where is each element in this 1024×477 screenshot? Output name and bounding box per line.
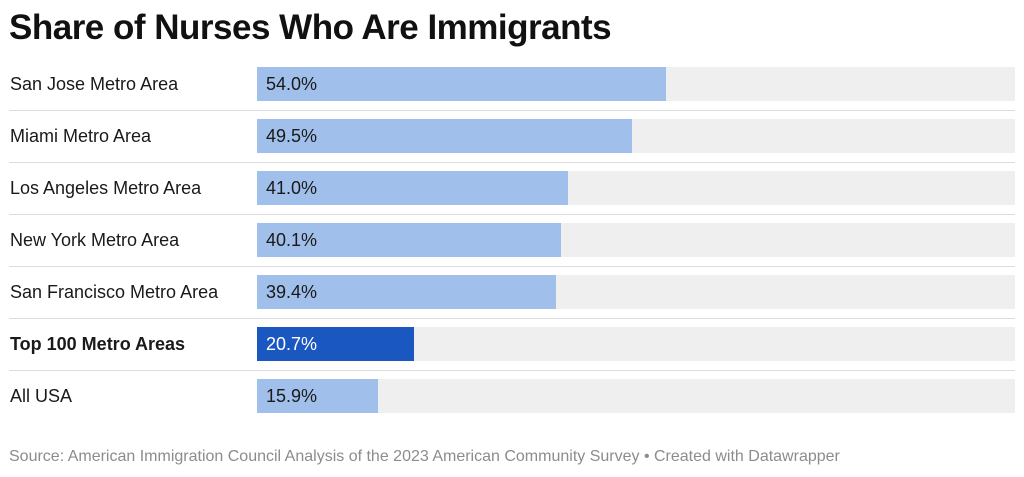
value-label: 39.4% [266,282,318,302]
bar [257,275,556,309]
category-label: Miami Metro Area [10,126,152,146]
value-label: 15.9% [266,386,318,406]
bar-track: 54.0% [257,67,1015,101]
bar-track: 41.0% [257,171,1015,205]
bar [257,119,633,153]
value-label: 40.1% [266,230,318,250]
category-label: New York Metro Area [10,230,180,250]
row-divider [9,110,1015,111]
value-label: 20.7% [266,334,318,354]
bar [257,67,667,101]
row-divider [9,318,1015,319]
row-divider [9,370,1015,371]
chart-title: Share of Nurses Who Are Immigrants [9,8,612,47]
bar-track: 40.1% [257,223,1015,257]
category-label: San Jose Metro Area [10,74,179,94]
bar-track: 15.9% [257,379,1015,413]
bar [257,327,414,361]
category-label: Los Angeles Metro Area [10,178,202,198]
bar-track: 20.7% [257,327,1015,361]
value-label: 41.0% [266,178,318,198]
bar-row: Miami Metro Area 49.5% [0,110,1024,162]
bar-track: 49.5% [257,119,1015,153]
category-label: San Francisco Metro Area [10,282,219,302]
category-label: Top 100 Metro Areas [10,334,186,354]
bar-row: All USA 15.9% [0,370,1024,422]
value-label: 49.5% [266,126,318,146]
bar-row: San Jose Metro Area 54.0% [0,58,1024,110]
value-label: 54.0% [266,74,318,94]
row-divider [9,162,1015,163]
bar-row: Top 100 Metro Areas 20.7% [0,318,1024,370]
row-divider [9,266,1015,267]
bar-row: Los Angeles Metro Area 41.0% [0,162,1024,214]
source-note: Source: American Immigration Council Ana… [9,448,840,465]
bar [257,171,568,205]
row-divider [9,214,1015,215]
bar [257,223,561,257]
bar [257,379,378,413]
category-label: All USA [10,386,73,406]
bar-row: San Francisco Metro Area 39.4% [0,266,1024,318]
bar-row: New York Metro Area 40.1% [0,214,1024,266]
bar-track: 39.4% [257,275,1015,309]
